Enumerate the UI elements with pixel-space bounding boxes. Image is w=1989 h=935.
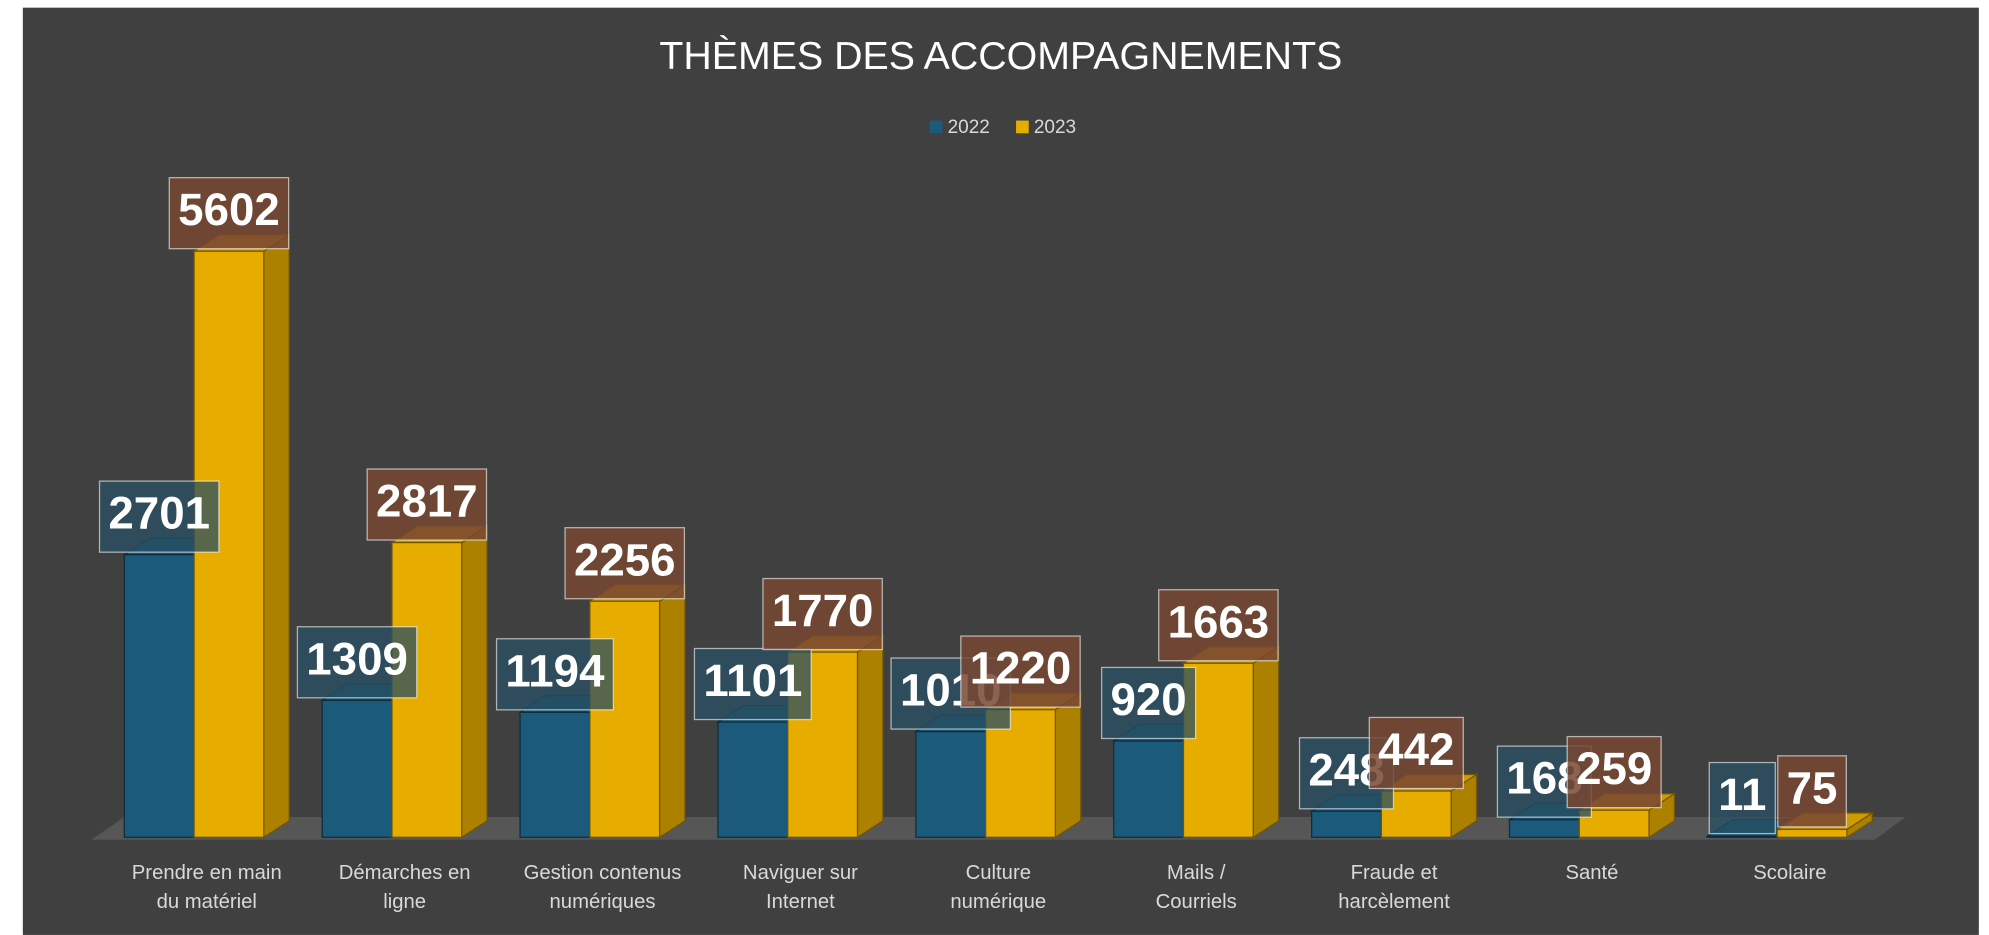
- data-label: 442: [1368, 716, 1464, 790]
- legend-label: 2022: [948, 117, 990, 138]
- x-tick-label: Gestion contenus numériques: [524, 862, 682, 913]
- data-label: 1194: [495, 638, 615, 711]
- data-label-text: 1101: [703, 655, 802, 706]
- chart-title: THÈMES DES ACCOMPAGNEMENTS: [659, 34, 1342, 78]
- legend-swatch: [929, 120, 943, 134]
- x-tick-label-line: Mails /: [1167, 862, 1226, 884]
- bar: [519, 711, 591, 838]
- x-tick-label-line: Santé: [1565, 862, 1618, 884]
- data-label-box: [762, 577, 883, 651]
- x-tick-label: Démarches en ligne: [339, 862, 471, 913]
- data-label: 259: [1566, 735, 1662, 809]
- data-label-text: 75: [1787, 762, 1838, 813]
- data-label-box: [1777, 755, 1847, 828]
- x-tick-label-line: ligne: [383, 892, 426, 914]
- data-label-box: [366, 468, 488, 541]
- x-tick-label-line: Culture: [966, 862, 1031, 884]
- bar: [717, 721, 789, 838]
- x-tick-label-line: Internet: [766, 892, 835, 914]
- data-label-box: [1708, 761, 1776, 835]
- data-label: 1101: [693, 647, 812, 721]
- data-label: 1220: [960, 635, 1081, 708]
- bar: [321, 699, 393, 838]
- bar-side: [856, 634, 884, 839]
- x-tick-label-line: numériques: [550, 892, 656, 914]
- data-label-text: 1194: [505, 645, 605, 696]
- data-label: 920: [1101, 666, 1197, 740]
- data-label-box: [1368, 716, 1464, 790]
- bar: [1508, 819, 1580, 838]
- x-tick-label-line: numérique: [950, 892, 1046, 914]
- x-tick-label-line: harcèlement: [1338, 892, 1450, 914]
- data-label-box: [98, 480, 220, 553]
- data-label-text: 920: [1111, 674, 1187, 725]
- bar: [589, 600, 661, 838]
- data-label: 2256: [564, 527, 686, 600]
- bar: [1776, 828, 1848, 838]
- data-label-box: [1158, 589, 1279, 662]
- data-label-text: 5602: [178, 184, 280, 235]
- x-tick-label-line: Fraude et: [1351, 862, 1438, 884]
- x-tick-label-line: Courriels: [1156, 892, 1237, 914]
- x-tick-label: Santé: [1565, 862, 1618, 884]
- x-tick-label: Culture numérique: [950, 862, 1046, 913]
- data-label-box: [296, 626, 418, 699]
- data-label: 1663: [1158, 589, 1279, 662]
- data-label: 2817: [366, 468, 488, 541]
- x-tick-label-line: Gestion contenus: [524, 862, 682, 884]
- x-tick-label: Scolaire: [1753, 862, 1826, 884]
- data-label-text: 1220: [970, 643, 1072, 694]
- x-tick-label: Naviguer sur Internet: [743, 862, 858, 913]
- data-label: 1770: [762, 577, 883, 651]
- bar-side: [1054, 691, 1082, 839]
- data-label-box: [168, 177, 290, 250]
- bar-side: [658, 583, 686, 839]
- data-label-box: [495, 638, 615, 711]
- x-tick-label-line: Scolaire: [1753, 862, 1826, 884]
- data-label-box: [960, 635, 1081, 708]
- data-label: 75: [1777, 755, 1847, 828]
- data-label-text: 2817: [376, 476, 478, 527]
- data-label: 11: [1708, 761, 1776, 835]
- x-tick-label: Fraude et harcèlement: [1338, 862, 1450, 913]
- data-label: 1309: [296, 626, 418, 699]
- data-label-box: [1566, 735, 1662, 809]
- bar: [1706, 835, 1778, 838]
- x-tick-label: Mails / Courriels: [1156, 862, 1237, 913]
- data-label-text: 2256: [574, 534, 676, 585]
- bar: [1310, 810, 1383, 838]
- data-label-box: [564, 527, 686, 600]
- legend-swatch: [1016, 120, 1029, 134]
- legend: 2022 2023: [929, 117, 1076, 138]
- bar: [1113, 740, 1185, 838]
- bar: [123, 554, 195, 838]
- data-label-text: 1309: [306, 633, 408, 684]
- bar-side: [461, 524, 488, 839]
- x-tick-label-line: du matériel: [157, 892, 257, 914]
- data-label: 2701: [98, 480, 220, 553]
- x-tick-label: Prendre en main du matériel: [132, 862, 282, 913]
- bar: [915, 730, 987, 838]
- data-label: 5602: [168, 177, 290, 250]
- x-tick-label-line: Naviguer sur: [743, 862, 858, 884]
- data-label-text: 259: [1576, 743, 1652, 794]
- x-tick-label-line: Démarches en: [339, 862, 471, 884]
- bar-side: [263, 233, 290, 839]
- data-label-text: 442: [1378, 724, 1454, 775]
- x-tick-label-line: Prendre en main: [132, 862, 282, 884]
- data-label-text: 2701: [108, 488, 210, 539]
- data-label-box: [1101, 666, 1197, 740]
- legend-label: 2023: [1034, 117, 1076, 138]
- data-label-text: 11: [1718, 769, 1766, 820]
- bar-side: [1252, 645, 1280, 839]
- bar: [984, 709, 1057, 838]
- data-label-text: 1770: [772, 585, 874, 636]
- data-label-text: 1663: [1168, 596, 1270, 647]
- data-label-box: [693, 647, 812, 721]
